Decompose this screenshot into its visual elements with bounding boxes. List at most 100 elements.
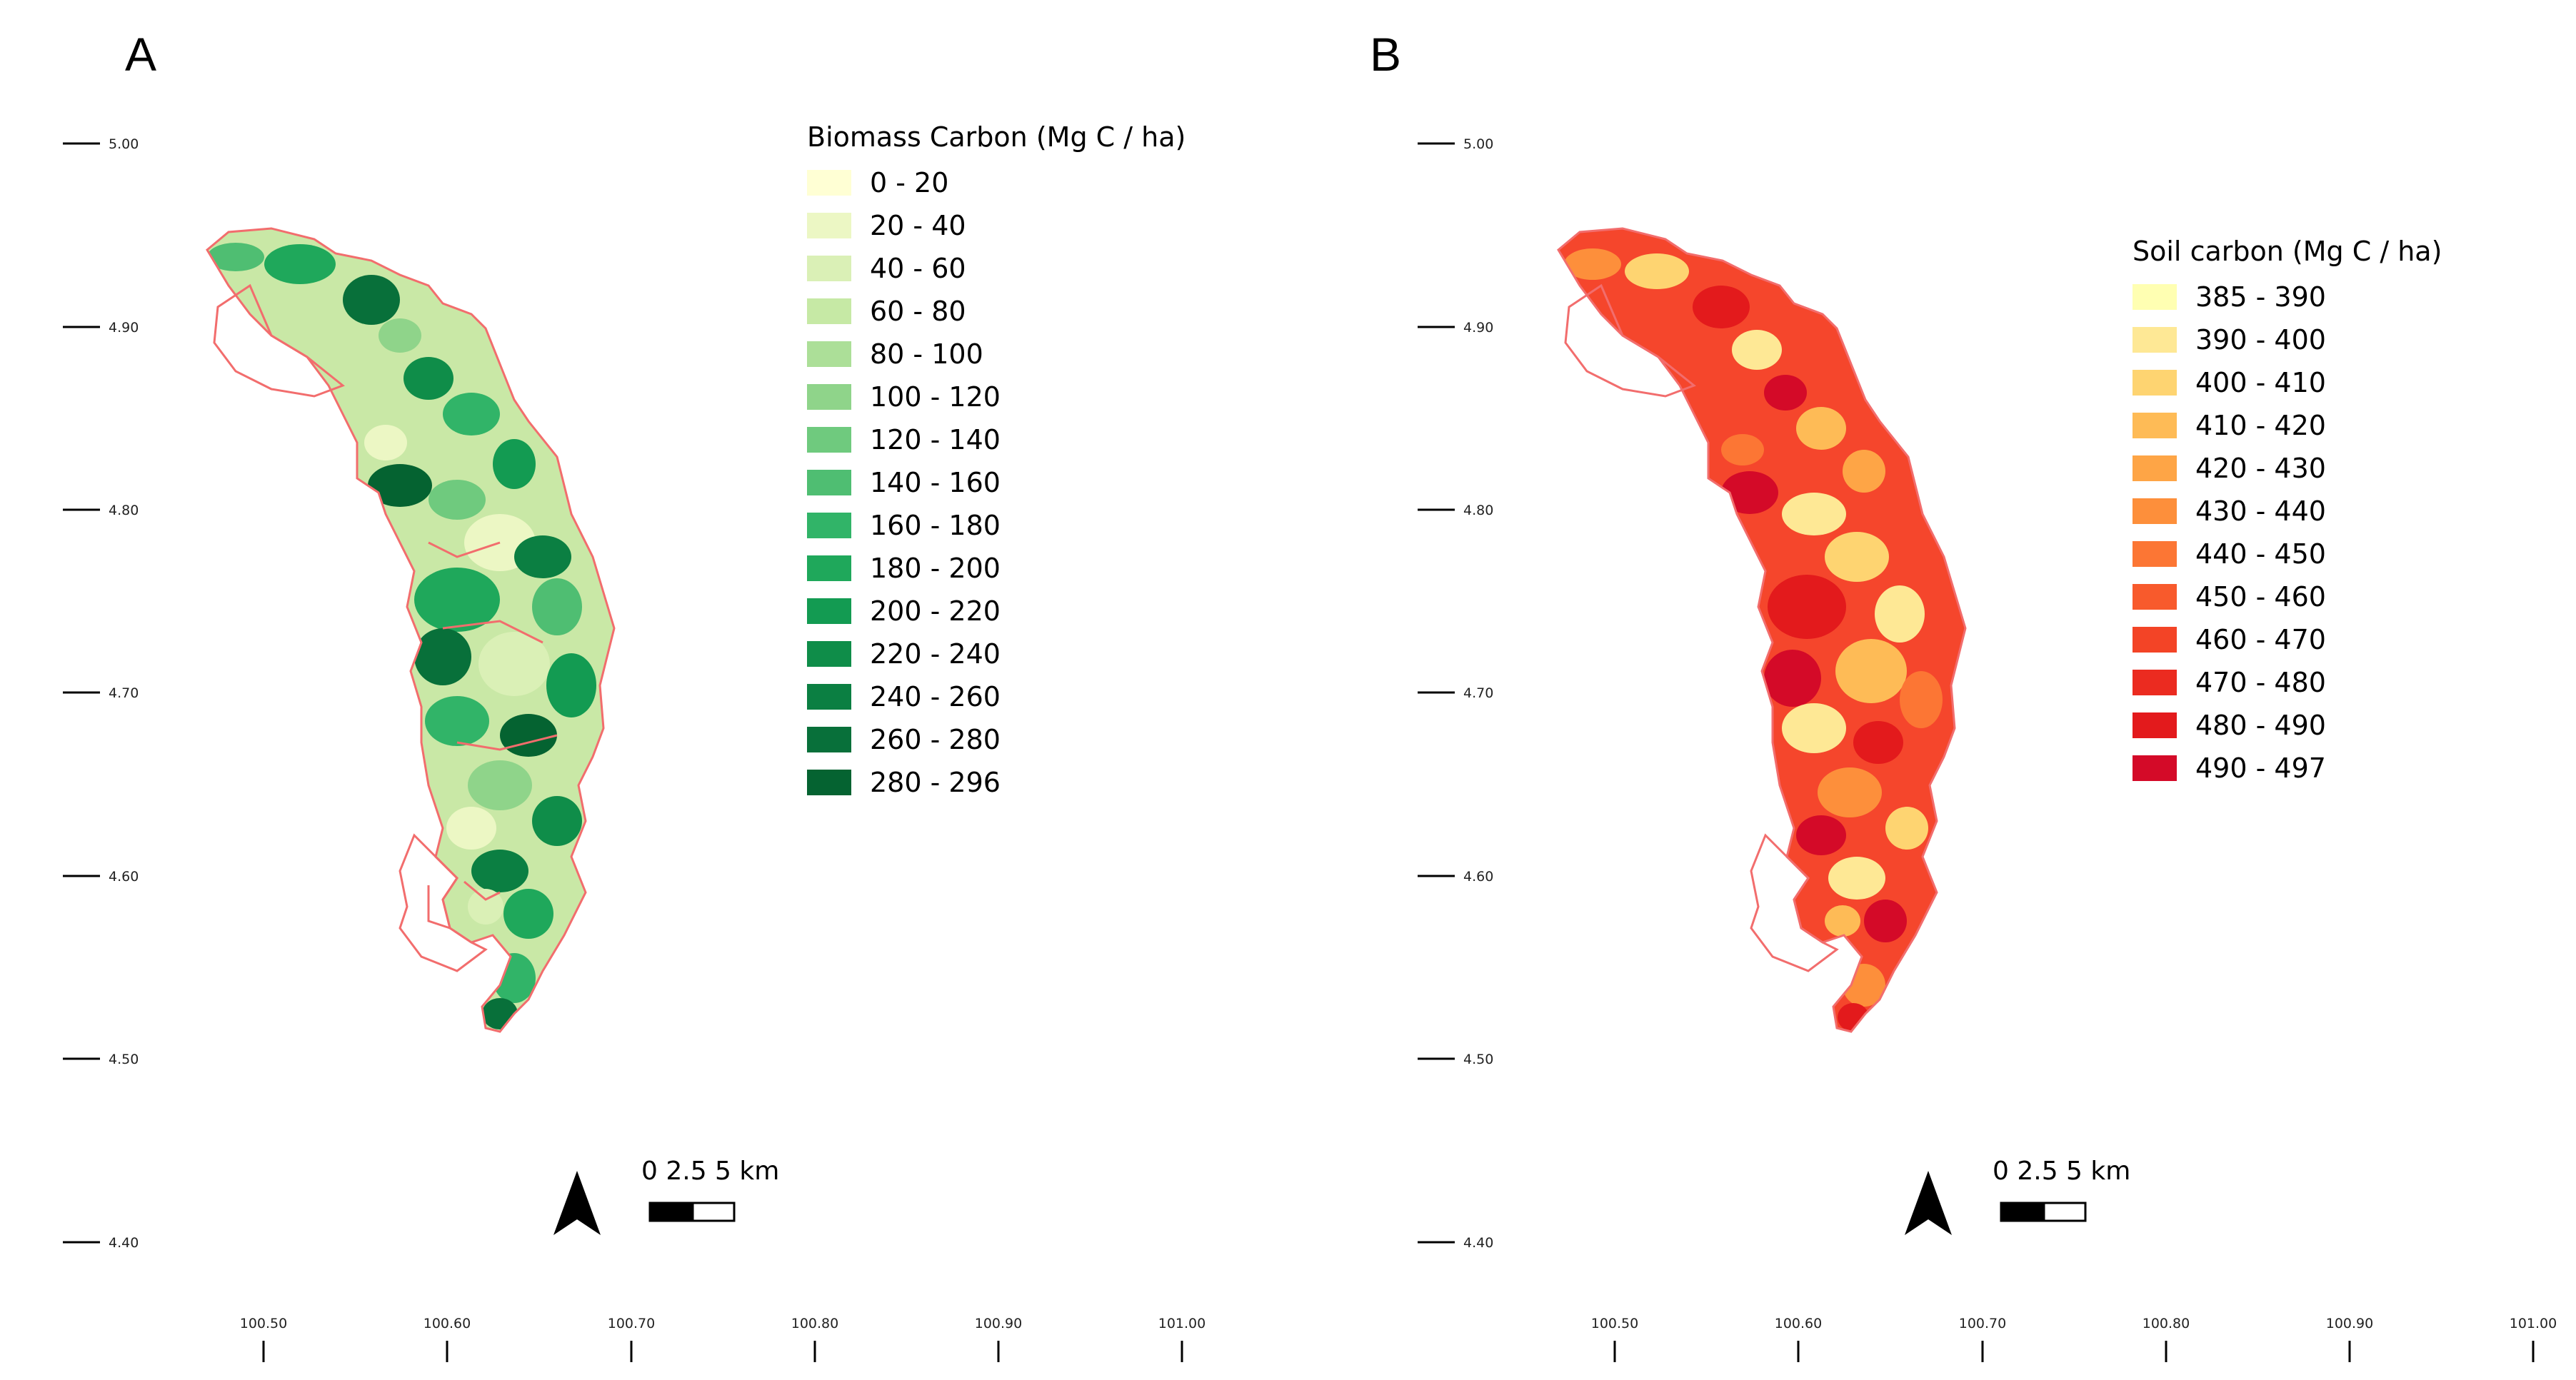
legend-swatch	[807, 641, 851, 667]
lon-tick-label: 100.80	[2143, 1316, 2190, 1331]
legend-label: 0 - 20	[870, 167, 949, 198]
legend-label: 240 - 260	[870, 681, 1001, 712]
legend-item: 460 - 470	[2133, 618, 2442, 661]
legend-label: 490 - 497	[2195, 752, 2326, 784]
legend-item: 470 - 480	[2133, 661, 2442, 704]
legend-swatch	[807, 470, 851, 495]
lon-tick-label: 101.00	[2510, 1316, 2557, 1331]
legend-swatch	[2133, 370, 2177, 396]
legend-swatch	[2133, 670, 2177, 695]
legend-swatch	[807, 727, 851, 752]
legend-label: 20 - 40	[870, 210, 966, 241]
legend-label: 480 - 490	[2195, 710, 2326, 741]
legend-label: 400 - 410	[2195, 367, 2326, 398]
lat-tick-label: 4.50	[109, 1052, 139, 1067]
longitude-axis: 100.50 100.60 100.70 100.80 100.90 101.0…	[240, 1316, 1206, 1362]
legend-label: 460 - 470	[2195, 624, 2326, 655]
legend-swatch	[2133, 584, 2177, 610]
legend-swatch	[807, 684, 851, 710]
scale-bar	[2000, 1202, 2087, 1222]
legend-item: 400 - 410	[2133, 361, 2442, 404]
legend-label: 40 - 60	[870, 253, 966, 284]
legend-label: 260 - 280	[870, 724, 1001, 755]
panel-label: A	[125, 28, 157, 81]
legend-item: 80 - 100	[807, 333, 1186, 376]
legend-item: 490 - 497	[2133, 747, 2442, 790]
legend-label: 420 - 430	[2195, 453, 2326, 484]
legend-item: 390 - 400	[2133, 318, 2442, 361]
legend-swatch	[807, 170, 851, 196]
latitude-axis: 5.00 4.90 4.80 4.70 4.60 4.50 4.40	[1418, 136, 1493, 1251]
raster-patches	[1564, 248, 1943, 1032]
legend-swatch	[807, 598, 851, 624]
legend-label: 470 - 480	[2195, 667, 2326, 698]
legend-swatch	[807, 213, 851, 238]
legend-label: 220 - 240	[870, 638, 1001, 670]
latitude-axis: 5.00 4.90 4.80 4.70 4.60 4.50 4.40	[63, 136, 139, 1251]
legend-item: 100 - 120	[807, 376, 1186, 418]
legend-item: 260 - 280	[807, 718, 1186, 761]
legend-item: 180 - 200	[807, 547, 1186, 590]
legend-item: 200 - 220	[807, 590, 1186, 633]
lon-tick-label: 101.00	[1158, 1316, 1206, 1331]
lat-tick-label: 4.50	[1463, 1052, 1493, 1067]
panel-soil-carbon: B	[1286, 0, 2576, 1380]
legend-item: 440 - 450	[2133, 533, 2442, 575]
legend-label: 160 - 180	[870, 510, 1001, 541]
legend-label: 200 - 220	[870, 595, 1001, 627]
scale-bar-label: 0 2.5 5 km	[641, 1157, 780, 1186]
panel-biomass-carbon: A	[0, 0, 1286, 1380]
legend-label: 430 - 440	[2195, 495, 2326, 527]
lat-tick-label: 4.70	[1463, 685, 1493, 701]
lon-tick-label: 100.60	[1775, 1316, 1822, 1331]
legend-item: 430 - 440	[2133, 490, 2442, 533]
legend-swatch	[807, 427, 851, 453]
lat-tick-label: 5.00	[109, 136, 139, 152]
legend-item: 410 - 420	[2133, 404, 2442, 447]
legend-title: Biomass Carbon (Mg C / ha)	[807, 121, 1186, 153]
legend-label: 280 - 296	[870, 767, 1001, 798]
legend-item: 420 - 430	[2133, 447, 2442, 490]
legend-label: 100 - 120	[870, 381, 1001, 413]
legend-item: 0 - 20	[807, 161, 1186, 204]
legend-swatch	[807, 341, 851, 367]
map-canvas: 5.00 4.90 4.80 4.70 4.60 4.50 4.40 100.5…	[1418, 136, 2557, 1362]
region-outline	[1557, 227, 1967, 1033]
lat-tick-label: 4.60	[109, 869, 139, 885]
legend-label: 450 - 460	[2195, 581, 2326, 613]
lon-tick-label: 100.50	[1591, 1316, 1638, 1331]
legend-item: 60 - 80	[807, 290, 1186, 333]
legend-label: 410 - 420	[2195, 410, 2326, 441]
panel-label: B	[1370, 28, 1402, 81]
legend-swatch	[2133, 413, 2177, 438]
legend-title: Soil carbon (Mg C / ha)	[2133, 236, 2442, 267]
lon-tick-label: 100.80	[791, 1316, 838, 1331]
longitude-axis: 100.50 100.60 100.70 100.80 100.90 101.0…	[1591, 1316, 2557, 1362]
legend-item: 385 - 390	[2133, 276, 2442, 318]
legend-items: 385 - 390 390 - 400 400 - 410 410 - 420 420 …	[2133, 276, 2442, 790]
legend-label: 140 - 160	[870, 467, 1001, 498]
legend-item: 220 - 240	[807, 633, 1186, 675]
legend-swatch	[807, 298, 851, 324]
legend-item: 40 - 60	[807, 247, 1186, 290]
legend-item: 280 - 296	[807, 761, 1186, 804]
map-canvas: 5.00 4.90 4.80 4.70 4.60 4.50 4.40 100.5…	[63, 136, 1206, 1362]
soil-raster	[1558, 228, 1965, 1032]
legend-item: 450 - 460	[2133, 575, 2442, 618]
legend-label: 385 - 390	[2195, 281, 2326, 313]
legend-soil: Soil carbon (Mg C / ha) 385 - 390 390 - 4…	[2133, 236, 2442, 790]
lat-tick-label: 4.90	[109, 320, 139, 336]
legend-swatch	[2133, 627, 2177, 653]
lat-tick-label: 4.80	[109, 503, 139, 518]
legend-label: 60 - 80	[870, 296, 966, 327]
lat-tick-label: 4.80	[1463, 503, 1493, 518]
legend-swatch	[807, 770, 851, 795]
lon-tick-label: 100.60	[424, 1316, 471, 1331]
lon-tick-label: 100.50	[240, 1316, 287, 1331]
legend-swatch	[807, 256, 851, 281]
legend-item: 20 - 40	[807, 204, 1186, 247]
legend-swatch	[807, 555, 851, 581]
legend-swatch	[2133, 284, 2177, 310]
region-outline	[206, 227, 616, 1033]
legend-swatch	[2133, 755, 2177, 781]
